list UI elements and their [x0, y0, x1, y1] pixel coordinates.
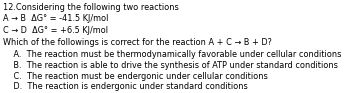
Text: A → B  ΔG° = -41.5 KJ/mol: A → B ΔG° = -41.5 KJ/mol — [3, 14, 108, 23]
Text: A.  The reaction must be thermodynamically favorable under cellular conditions: A. The reaction must be thermodynamicall… — [3, 50, 341, 59]
Text: 12.Considering the following two reactions: 12.Considering the following two reactio… — [3, 3, 178, 12]
Text: D.  The reaction is endergonic under standard conditions: D. The reaction is endergonic under stan… — [3, 82, 247, 91]
Text: Which of the followings is correct for the reaction A + C → B + D?: Which of the followings is correct for t… — [3, 38, 272, 47]
Text: C.  The reaction must be endergonic under cellular conditions: C. The reaction must be endergonic under… — [3, 72, 267, 81]
Text: C → D  ΔG° = +6.5 KJ/mol: C → D ΔG° = +6.5 KJ/mol — [3, 26, 108, 35]
Text: B.  The reaction is able to drive the synthesis of ATP under standard conditions: B. The reaction is able to drive the syn… — [3, 61, 338, 70]
